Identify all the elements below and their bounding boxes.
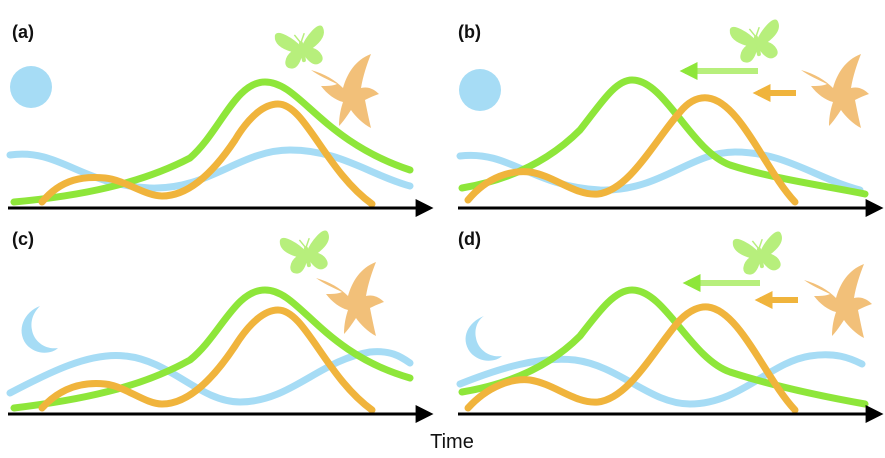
bird-icon [316,262,384,336]
bird-icon [804,264,872,338]
environment-curve [6,348,414,406]
panel-c: (c) [6,229,434,423]
panel-label-d: (d) [458,229,481,249]
x-axis-label: Time [430,431,474,453]
environment-curve [456,351,866,408]
panel-label-c: (c) [12,229,34,249]
predator-curve [464,303,799,414]
panel-label-b: (b) [458,22,481,42]
predator-curve [38,100,376,208]
panel-b: (b) [456,18,884,217]
butterfly-icon [728,18,785,65]
prey-curve [10,286,414,412]
butterfly-icon [273,24,330,71]
bird-icon [801,54,869,128]
moon-icon [21,306,58,353]
butterfly-icon [278,229,335,276]
sun-icon [459,69,501,111]
prey-curve [458,286,869,408]
moon-icon [465,316,502,361]
sun-icon [10,66,52,108]
predator-curve [38,306,376,414]
panel-d: (d) [456,229,884,423]
butterfly-icon [731,230,788,277]
panel-a: (a) [6,22,434,217]
prey-curve [10,78,414,206]
panel-label-a: (a) [12,22,34,42]
environment-curve [6,146,414,192]
predator-curve [464,94,799,206]
